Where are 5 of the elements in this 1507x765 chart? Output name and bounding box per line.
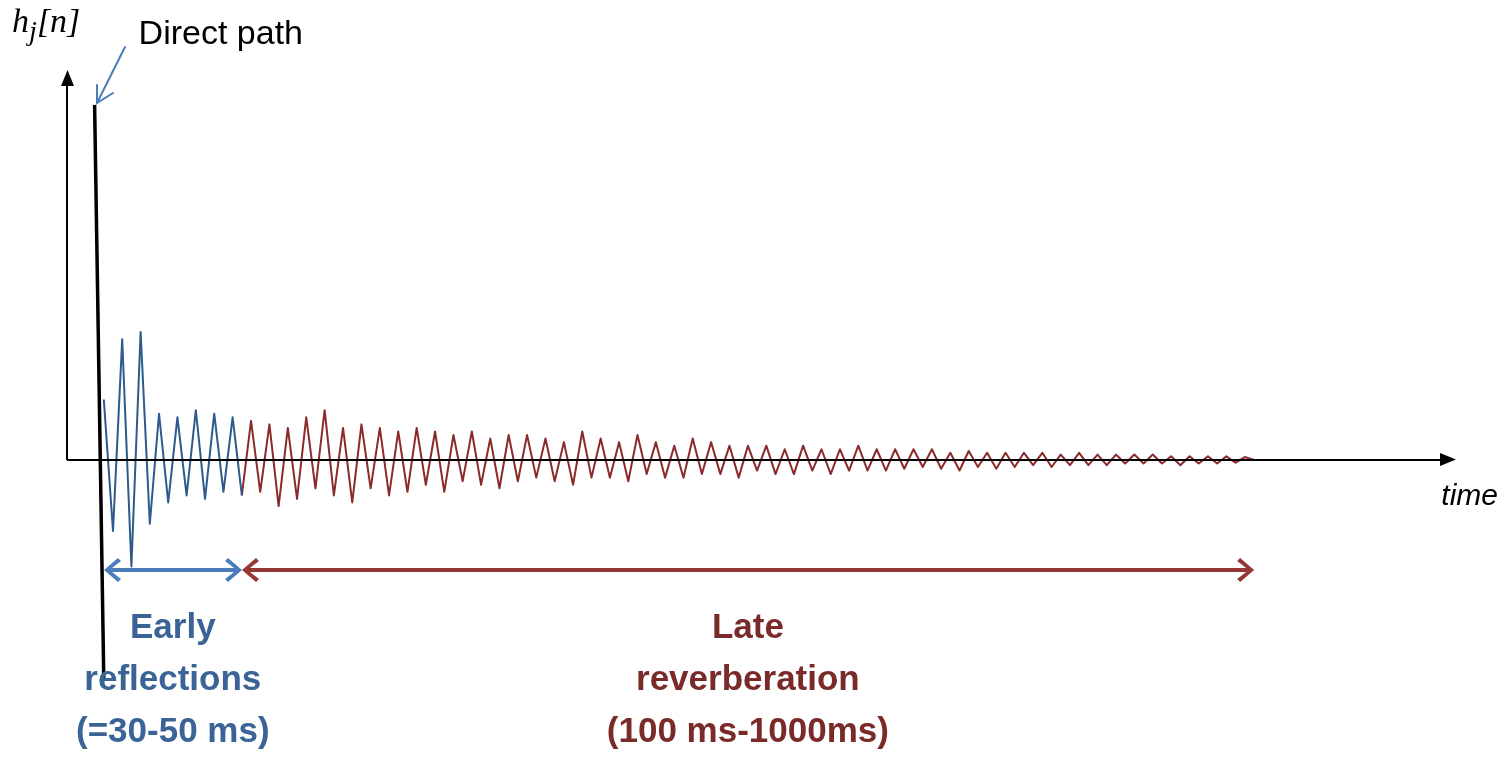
annotation: Late reverberation (100 ms-1000ms) bbox=[605, 604, 890, 751]
text: Direct path bbox=[138, 12, 303, 52]
y-axis-title: h$_{j}$[n] bbox=[12, 2, 81, 47]
x-axis-title: time bbox=[1441, 477, 1498, 512]
annotation: Early reflections (=30-50 ms) bbox=[75, 604, 271, 751]
